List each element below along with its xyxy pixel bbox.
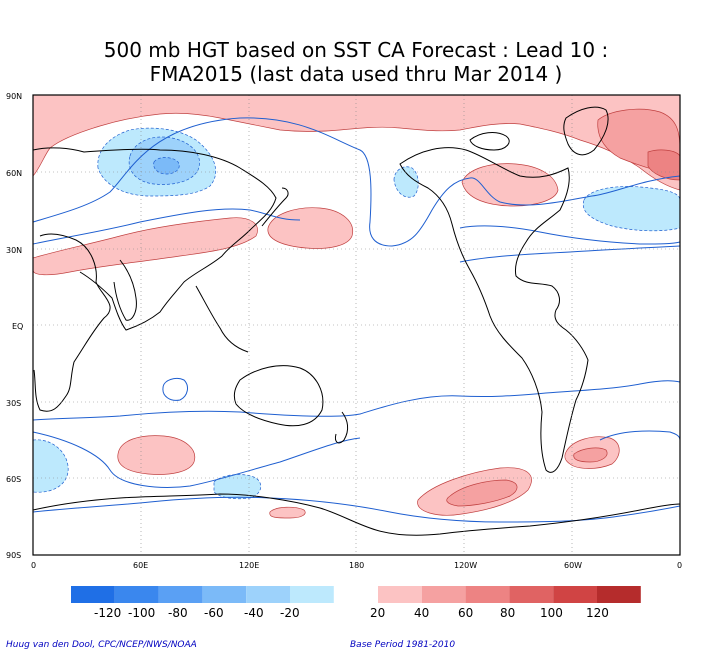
colorbar-positive-swatch bbox=[509, 586, 554, 603]
lon-label-0-right: 0 bbox=[677, 561, 682, 570]
coastline-africa bbox=[33, 233, 111, 412]
coastline-greenland bbox=[563, 106, 609, 156]
coastlines bbox=[32, 106, 681, 536]
coastline-antarctica bbox=[32, 493, 681, 536]
contour-line bbox=[459, 245, 681, 263]
credit-text: Huug van den Dool, CPC/NCEP/NWS/NOAA bbox=[6, 640, 197, 650]
colorbar-negative-swatch bbox=[290, 586, 334, 603]
contour-line bbox=[32, 208, 301, 245]
region-canada-positive bbox=[461, 163, 559, 207]
lon-label-180: 180 bbox=[349, 561, 364, 570]
coastline-australia bbox=[233, 365, 324, 427]
region-antarctic-positive bbox=[269, 506, 306, 519]
colorbar-positive-swatch bbox=[597, 586, 641, 603]
coastline-north-america bbox=[399, 147, 589, 473]
colorbar-label: 100 bbox=[540, 606, 563, 620]
colorbar-label: -20 bbox=[280, 606, 300, 620]
colorbar-negative-swatch bbox=[114, 586, 159, 603]
region-alaska-negative bbox=[393, 166, 419, 198]
contour-line bbox=[162, 377, 188, 401]
region-siberia-negative-center bbox=[153, 157, 180, 175]
region-nw-pacific-positive bbox=[267, 207, 354, 249]
lon-label-120e: 120E bbox=[239, 561, 259, 570]
colorbar-negative-swatch bbox=[246, 586, 290, 603]
coastline-japan bbox=[261, 187, 289, 227]
colorbar-negative-swatch bbox=[158, 586, 203, 603]
region-s-atlantic-negative bbox=[32, 439, 69, 493]
chart-title-line-2: FMA2015 (last data used thru Mar 2014 ) bbox=[149, 62, 563, 86]
lon-label-120w: 120W bbox=[454, 561, 477, 570]
lat-label-90s: 90S bbox=[6, 551, 21, 560]
latitude-labels: 90N 60N 30N EQ 30S 60S 90S bbox=[6, 92, 23, 560]
colorbar-positive-swatch bbox=[465, 586, 510, 603]
colorbar-label: 60 bbox=[458, 606, 473, 620]
colorbar-negative-swatch bbox=[71, 586, 115, 603]
anomaly-regions bbox=[32, 94, 681, 519]
region-s-indian-positive bbox=[117, 435, 196, 475]
lat-label-60n: 60N bbox=[6, 169, 22, 178]
contour-line bbox=[599, 430, 681, 441]
lat-label-60s: 60S bbox=[6, 475, 21, 484]
lon-label-0-left: 0 bbox=[31, 561, 36, 570]
coastline-india bbox=[113, 259, 137, 321]
contour-line bbox=[32, 380, 681, 421]
colorbar-positive-swatch bbox=[378, 586, 422, 603]
contour-line bbox=[459, 225, 681, 245]
colorbar-label: 20 bbox=[370, 606, 385, 620]
colorbar-label: 80 bbox=[500, 606, 515, 620]
lon-label-60e: 60E bbox=[133, 561, 148, 570]
contour-line bbox=[32, 431, 361, 488]
colorbar-label: -40 bbox=[244, 606, 264, 620]
contour-lines bbox=[32, 117, 681, 523]
chart-title-line-1: 500 mb HGT based on SST CA Forecast : Le… bbox=[103, 38, 609, 62]
lat-label-eq: EQ bbox=[12, 322, 23, 331]
colorbar-negative-swatch bbox=[202, 586, 247, 603]
colorbar-label: -60 bbox=[204, 606, 224, 620]
contour-line bbox=[32, 496, 681, 523]
map-gridlines bbox=[33, 95, 680, 555]
region-asia-subtropical-positive bbox=[32, 217, 258, 276]
colorbar-positive-swatch bbox=[553, 586, 597, 603]
region-arctic-positive bbox=[32, 94, 681, 191]
lon-label-60w: 60W bbox=[564, 561, 582, 570]
coastline-eurasia bbox=[32, 147, 277, 331]
lat-label-30s: 30S bbox=[6, 399, 21, 408]
lat-label-90n: 90N bbox=[6, 92, 22, 101]
coastline-arctic-islands bbox=[469, 132, 510, 151]
coastline-new-zealand bbox=[335, 411, 349, 444]
region-s-america-positive-core bbox=[573, 447, 608, 463]
colorbar-positive-swatch bbox=[421, 586, 466, 603]
colorbar: -120 -100 -80 -60 -40 -20 20 40 60 80 10… bbox=[71, 586, 641, 620]
base-period-text: Base Period 1981-2010 bbox=[350, 640, 456, 650]
lat-label-30n: 30N bbox=[6, 246, 22, 255]
colorbar-label: -120 bbox=[94, 606, 121, 620]
longitude-labels: 0 60E 120E 180 120W 60W 0 bbox=[31, 561, 682, 570]
map-frame bbox=[32, 94, 681, 556]
colorbar-label: 120 bbox=[586, 606, 609, 620]
contour-line bbox=[32, 117, 681, 247]
coastline-se-asia bbox=[195, 285, 249, 353]
colorbar-label: 40 bbox=[414, 606, 429, 620]
colorbar-label: -80 bbox=[168, 606, 188, 620]
colorbar-label: -100 bbox=[128, 606, 155, 620]
